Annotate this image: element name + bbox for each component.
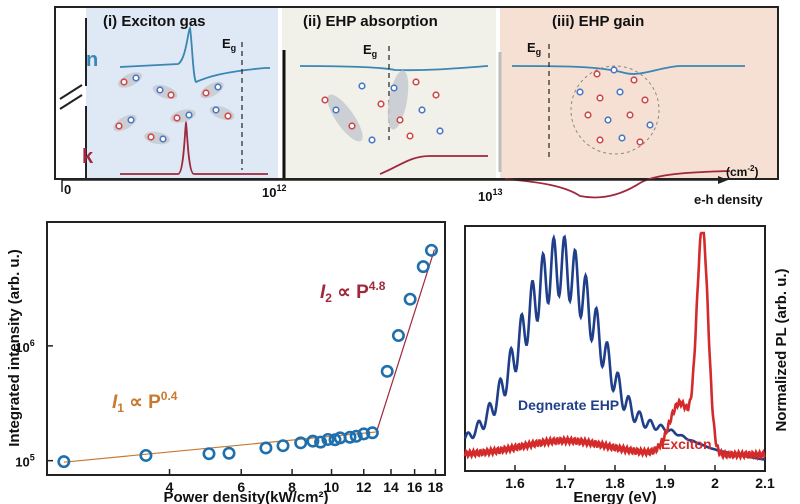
x-tick-label: 1.8 bbox=[605, 475, 625, 491]
n-label: n bbox=[86, 49, 98, 71]
origin-label: 0 bbox=[64, 182, 71, 197]
data-point bbox=[57, 455, 71, 469]
data-point bbox=[416, 260, 430, 274]
x-tick-label: 8 bbox=[288, 479, 296, 495]
data-point bbox=[314, 435, 328, 449]
data-point bbox=[349, 429, 363, 443]
section-title-exciton: (i) Exciton gas bbox=[103, 13, 206, 30]
data-point bbox=[321, 432, 335, 446]
schematic-frame bbox=[54, 6, 779, 180]
k-curve bbox=[120, 120, 731, 199]
data-point bbox=[259, 441, 273, 455]
x-tick-label: 16 bbox=[407, 479, 423, 495]
y-axis-label: Normalized PL (arb. u.) bbox=[773, 268, 790, 431]
x-tick-label: 2 bbox=[711, 475, 719, 491]
tick-1e12: 1012 bbox=[262, 183, 286, 200]
axis-label: e-h density bbox=[694, 192, 763, 207]
exciton-pairs bbox=[113, 70, 409, 145]
legend-exciton: Exciton bbox=[661, 436, 712, 452]
k-label: k bbox=[82, 146, 94, 168]
data-point bbox=[222, 446, 236, 460]
y-tick-label: 106 bbox=[15, 338, 34, 355]
tick-1e13: 1013 bbox=[478, 187, 502, 204]
data-point bbox=[365, 426, 379, 440]
data-point bbox=[380, 364, 394, 378]
fit-label-i2: I2 ∝ P4.8 bbox=[320, 279, 386, 305]
carriers bbox=[115, 66, 654, 146]
series-line-degnerate-ehp bbox=[463, 233, 765, 461]
data-point bbox=[139, 448, 153, 462]
series-line-exciton bbox=[463, 231, 766, 462]
data-point bbox=[343, 430, 357, 444]
eh-density-schematic: (i) Exciton gas (ii) EHP absorption (iii… bbox=[54, 6, 779, 207]
x-tick-label: 4 bbox=[166, 479, 174, 495]
x-tick-label: 2.1 bbox=[755, 475, 775, 491]
x-tick-label: 1.7 bbox=[555, 475, 575, 491]
section-title-ehp-gain: (iii) EHP gain bbox=[552, 13, 644, 30]
fit-label-i1: I1 ∝ P0.4 bbox=[112, 389, 178, 415]
y-tick-label: 105 bbox=[15, 453, 34, 470]
x-tick-label: 1.9 bbox=[655, 475, 675, 491]
data-point bbox=[306, 434, 320, 448]
legend-degnerate-ehp: Degnerate EHP bbox=[518, 397, 619, 413]
gain-region bbox=[570, 65, 660, 155]
x-tick-label: 10 bbox=[324, 479, 340, 495]
eg-label: Eg bbox=[527, 40, 541, 57]
section-bg-exciton bbox=[86, 7, 278, 179]
x-tick-label: 18 bbox=[428, 479, 444, 495]
x-tick-label: 14 bbox=[383, 479, 399, 495]
x-tick-label: 12 bbox=[356, 479, 372, 495]
normalized-pl-chart: 1.6 1.7 1.8 1.9 2 2.1 Degnerate EHP Exciton E… bbox=[463, 225, 790, 504]
data-point bbox=[391, 329, 405, 343]
data-point bbox=[276, 439, 290, 453]
integrated-intensity-chart: 4 6 8 10 12 14 16 18 105 106 Integrated intensity… bbox=[6, 221, 446, 504]
x-tick-label: 1.6 bbox=[505, 475, 525, 491]
x-axis-label: Energy (eV) bbox=[573, 489, 656, 504]
plot-frame bbox=[46, 221, 446, 476]
data-point bbox=[357, 427, 371, 441]
eg-label: Eg bbox=[363, 42, 377, 59]
data-point bbox=[424, 243, 438, 257]
fit-line-2 bbox=[375, 249, 436, 433]
axis-unit: (cm-2) bbox=[726, 164, 758, 179]
n-curve bbox=[119, 26, 745, 84]
section-title-ehp-absorption: (ii) EHP absorption bbox=[303, 13, 438, 30]
data-point bbox=[403, 292, 417, 306]
eg-label: Eg bbox=[222, 36, 236, 53]
x-tick-label: 6 bbox=[237, 479, 245, 495]
data-point bbox=[294, 436, 308, 450]
y-axis-label: Integrated intensity (arb. u.) bbox=[6, 249, 23, 447]
x-axis-label: Power density(kW/cm²) bbox=[163, 489, 328, 504]
data-point bbox=[202, 447, 216, 461]
section-bg-ehp-gain bbox=[500, 7, 778, 179]
